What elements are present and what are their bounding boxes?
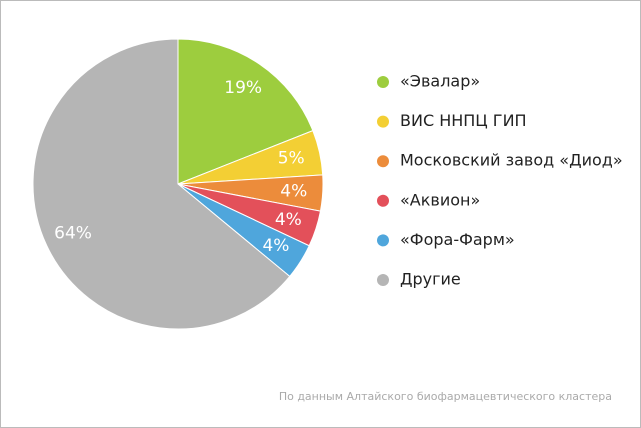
legend-label: Другие [400,270,461,289]
slice-label: 64% [54,223,92,243]
slice-label: 4% [280,181,307,201]
slice-label: 4% [275,210,302,230]
source-note: По данным Алтайского биофармацевтическог… [279,390,612,403]
legend-swatch [377,234,389,247]
legend-label: «Фора-Фарм» [400,230,515,249]
pie-slice [177,38,314,185]
pie-slice [32,38,291,330]
legend-label: Московский завод «Диод» [400,151,623,170]
legend-swatch [377,76,389,88]
legend-swatch [377,155,389,168]
slice-label: 5% [278,149,305,169]
legend-swatch [377,115,389,128]
legend-label: ВИС ННПЦ ГИП [400,111,527,130]
slice-label: 4% [262,236,289,256]
legend-label: «Эвалар» [400,72,480,91]
legend-swatch [377,274,389,286]
slice-label: 19% [224,78,262,98]
legend-swatch [377,194,389,207]
legend-label: «Аквион» [400,190,480,209]
